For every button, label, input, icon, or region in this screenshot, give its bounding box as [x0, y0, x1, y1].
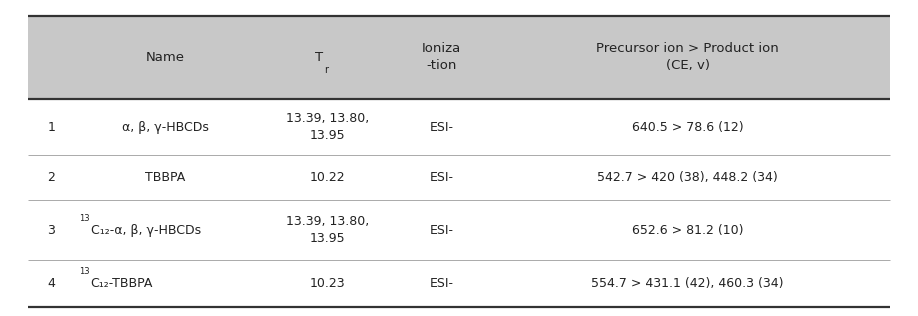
Text: 2: 2 — [48, 171, 55, 184]
Bar — [28, 200, 890, 260]
Text: 652.6 > 81.2 (10): 652.6 > 81.2 (10) — [632, 224, 744, 237]
Text: α, β, γ-HBCDs: α, β, γ-HBCDs — [122, 120, 209, 133]
Text: TBBPA: TBBPA — [145, 171, 185, 184]
Text: r: r — [324, 65, 328, 75]
Text: 4: 4 — [48, 277, 55, 290]
Text: ESI-: ESI- — [430, 224, 453, 237]
Bar — [28, 155, 890, 200]
Text: ESI-: ESI- — [430, 120, 453, 133]
Bar — [28, 99, 890, 155]
Text: ESI-: ESI- — [430, 277, 453, 290]
Text: 1: 1 — [48, 120, 55, 133]
Text: 542.7 > 420 (38), 448.2 (34): 542.7 > 420 (38), 448.2 (34) — [598, 171, 778, 184]
Text: 13: 13 — [80, 214, 90, 223]
Text: 13.39, 13.80,
13.95: 13.39, 13.80, 13.95 — [285, 112, 369, 142]
Text: 3: 3 — [48, 224, 55, 237]
Text: C₁₂-TBBPA: C₁₂-TBBPA — [91, 277, 153, 290]
Text: Ioniza
-tion: Ioniza -tion — [422, 42, 462, 72]
Text: T: T — [315, 51, 323, 64]
Text: Name: Name — [146, 51, 185, 64]
Text: 10.23: 10.23 — [309, 277, 345, 290]
Text: 554.7 > 431.1 (42), 460.3 (34): 554.7 > 431.1 (42), 460.3 (34) — [591, 277, 784, 290]
Text: 13: 13 — [80, 267, 90, 276]
Text: 640.5 > 78.6 (12): 640.5 > 78.6 (12) — [632, 120, 744, 133]
Text: 10.22: 10.22 — [309, 171, 345, 184]
Text: C₁₂-α, β, γ-HBCDs: C₁₂-α, β, γ-HBCDs — [91, 224, 201, 237]
Bar — [28, 260, 890, 307]
Text: ESI-: ESI- — [430, 171, 453, 184]
Text: 13.39, 13.80,
13.95: 13.39, 13.80, 13.95 — [285, 215, 369, 245]
Bar — [28, 16, 890, 99]
Text: Precursor ion > Product ion
(CE, v): Precursor ion > Product ion (CE, v) — [597, 42, 779, 72]
